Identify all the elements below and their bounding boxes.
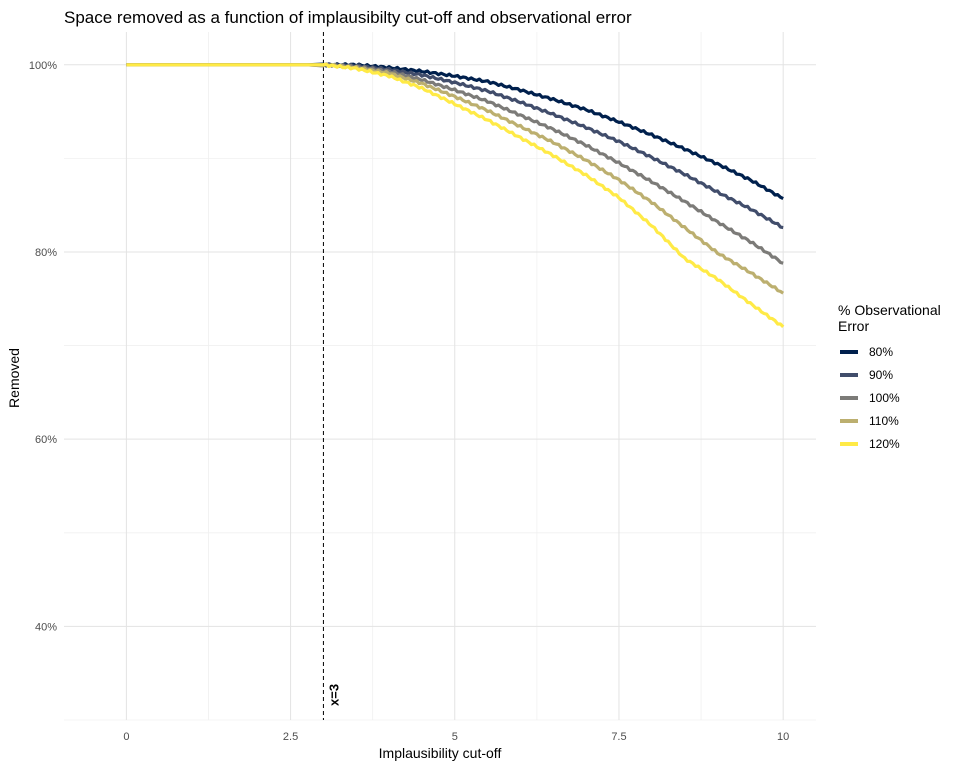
y-axis-ticks: 40% 60% 80% 100% <box>29 60 57 634</box>
legend-title-line1: % Observational <box>838 302 941 318</box>
series-lines <box>126 62 785 329</box>
x-tick-label: 2.5 <box>283 731 298 743</box>
x-tick-label: 10 <box>777 731 789 743</box>
x-tick-label: 5 <box>452 731 458 743</box>
legend-label: 100% <box>869 391 900 405</box>
y-tick-label: 80% <box>35 247 57 259</box>
reference-line: x=3 <box>322 32 341 720</box>
legend-label: 80% <box>869 345 893 359</box>
legend-title-line2: Error <box>838 318 869 334</box>
y-tick-label: 60% <box>35 434 57 446</box>
series-line <box>126 62 785 295</box>
legend-label: 120% <box>869 437 900 451</box>
legend-label: 90% <box>869 368 893 382</box>
y-tick-label: 40% <box>35 621 57 633</box>
y-tick-label: 100% <box>29 60 57 72</box>
x-axis-label: Implausibility cut-off <box>379 745 502 761</box>
x-tick-label: 7.5 <box>611 731 626 743</box>
x-tick-label: 0 <box>123 731 129 743</box>
x-axis-ticks: 0 2.5 5 7.5 10 <box>123 731 789 743</box>
series-line <box>126 62 784 265</box>
grid <box>64 32 816 721</box>
vline-label: x=3 <box>326 684 341 706</box>
legend-items: 80% 90% 100% 110% 120% <box>840 345 900 451</box>
chart-title: Space removed as a function of implausib… <box>64 8 632 27</box>
legend: % Observational Error 80% 90% 100% 110% 120% <box>838 302 941 451</box>
legend-label: 110% <box>869 414 899 428</box>
series-line <box>126 62 785 329</box>
y-axis-label: Removed <box>6 348 22 408</box>
